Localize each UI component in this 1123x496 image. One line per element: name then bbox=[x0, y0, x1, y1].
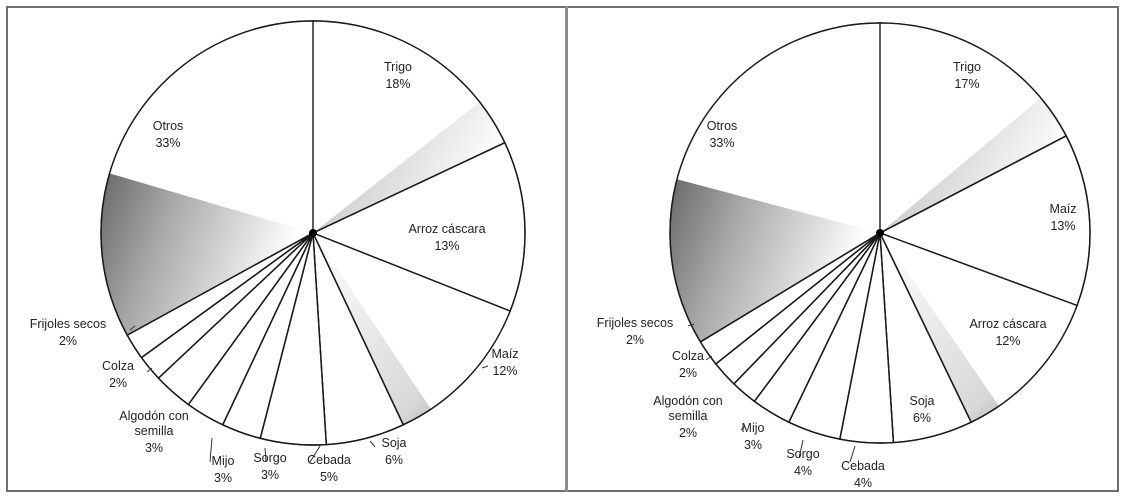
slice-label: Frijoles secos 2% bbox=[30, 317, 106, 348]
slice-label: Mijo 3% bbox=[742, 421, 765, 452]
slice-label: Colza 2% bbox=[672, 349, 704, 380]
slice-label: Frijoles secos 2% bbox=[597, 316, 673, 347]
slice-label: Algodón con semilla 2% bbox=[653, 394, 723, 440]
slice-label: Cebada 5% bbox=[307, 453, 351, 484]
slice-label: Colza 2% bbox=[102, 359, 134, 390]
leader-line bbox=[482, 366, 488, 368]
pie-chart-right: Trigo 17%Maíz 13%Arroz cáscara 12%Soja 6%Ceb… bbox=[597, 23, 1090, 490]
slice-label: Soja 6% bbox=[381, 436, 406, 467]
pie-center bbox=[876, 229, 884, 237]
slice-label: Maíz 12% bbox=[491, 347, 518, 378]
slice-label: Cebada 4% bbox=[841, 459, 885, 490]
slice-label: Mijo 3% bbox=[212, 454, 235, 485]
leader-line bbox=[370, 441, 375, 447]
slice-label: Algodón con semilla 3% bbox=[119, 409, 189, 455]
pie-chart-left: Trigo 18%Arroz cáscara 13%Maíz 12%Soja 6%Ceb… bbox=[30, 21, 525, 485]
slice-label: Sorgo 4% bbox=[786, 447, 819, 478]
pie-center bbox=[309, 229, 317, 237]
slice-label: Sorgo 3% bbox=[253, 451, 286, 482]
